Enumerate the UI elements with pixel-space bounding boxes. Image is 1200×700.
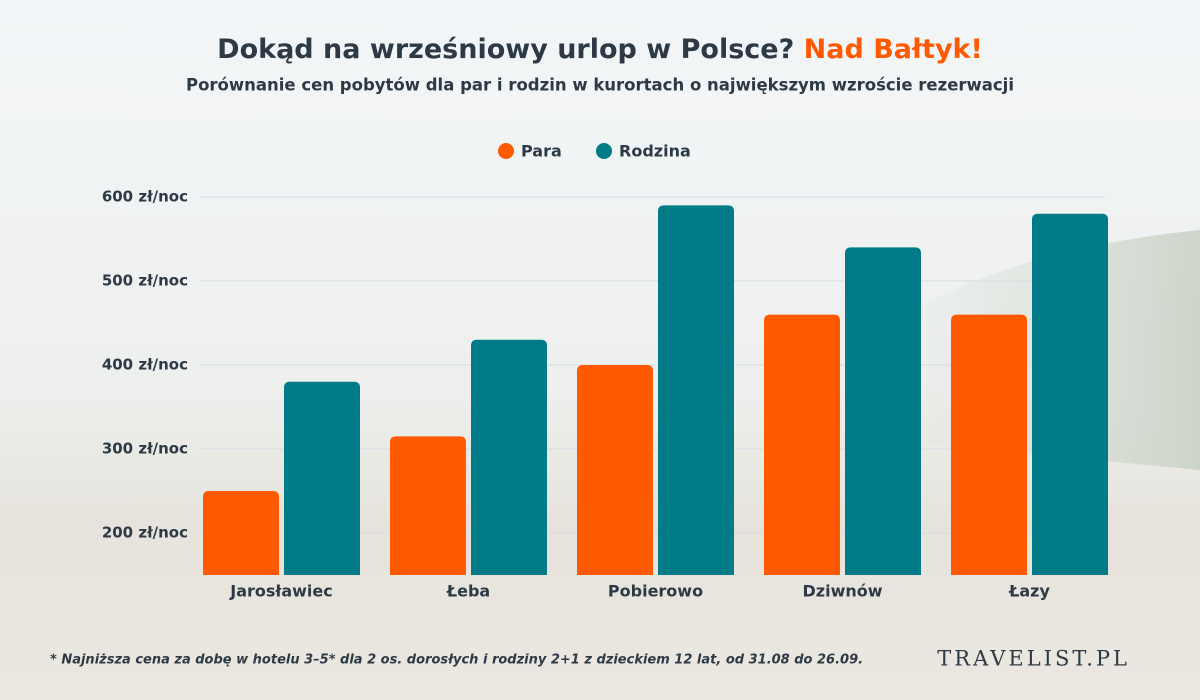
legend-label: Rodzina [619,142,691,161]
x-tick-label: Łeba [446,582,490,601]
legend-swatch [498,143,514,159]
bar [284,381,360,575]
title-accent: Nad Bałtyk! [804,34,983,65]
bar [390,436,466,575]
y-tick-label: 600 zł/noc [102,188,188,206]
bar [471,339,547,575]
brand-logo: TRAVELIST.PL [937,647,1130,671]
y-tick-label: 300 zł/noc [102,440,188,458]
bar [658,205,734,575]
bar [203,491,279,575]
bar [577,365,653,575]
footnote: * Najniższa cena za dobę w hotelu 3–5* d… [50,653,863,668]
x-tick-label: Pobierowo [608,582,703,601]
bar [951,314,1027,575]
y-tick-label: 400 zł/noc [102,356,188,374]
x-tick-label: Dziwnów [802,582,882,601]
x-tick-label: Łazy [1008,582,1050,601]
y-tick-label: 200 zł/noc [102,524,188,542]
bar [1032,213,1108,576]
title-main: Dokąd na wrześniowy urlop w Polsce? [217,34,794,65]
y-tick-label: 500 zł/noc [102,272,188,290]
legend-label: Para [521,142,562,161]
x-tick-label: Jarosławiec [229,582,333,601]
chart-subtitle: Porównanie cen pobytów dla par i rodzin … [186,76,1014,95]
chart-title: Dokąd na wrześniowy urlop w Polsce? Nad … [217,34,983,65]
legend-swatch [596,143,612,159]
bar [845,247,921,575]
bar [764,314,840,575]
